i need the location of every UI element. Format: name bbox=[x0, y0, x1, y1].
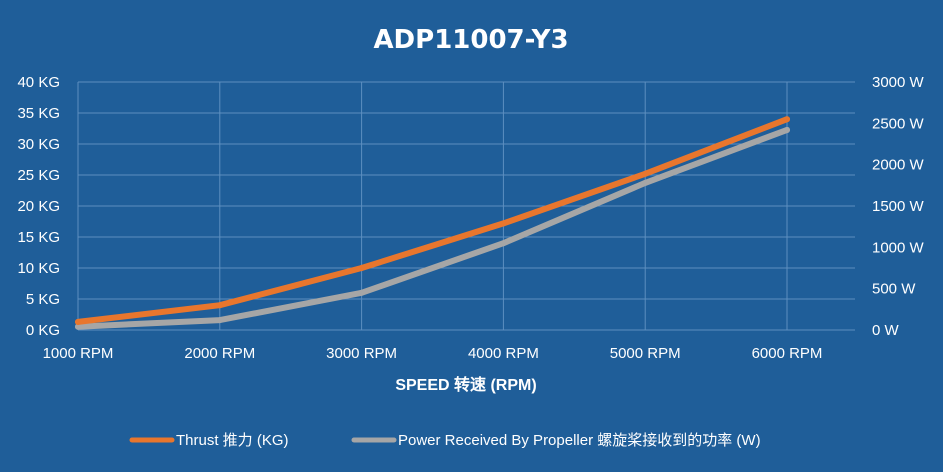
legend-label-power: Power Received By Propeller 螺旋桨接收到的功率 (W… bbox=[398, 432, 761, 449]
data-point-power bbox=[784, 126, 790, 133]
data-point-power bbox=[216, 317, 223, 324]
data-point-thrust bbox=[358, 265, 365, 271]
data-point-power bbox=[500, 240, 507, 247]
data-point-thrust bbox=[75, 318, 81, 325]
legend-label-thrust: Thrust 推力 (KG) bbox=[176, 432, 289, 449]
right-tick-label: 0 W bbox=[872, 322, 900, 339]
x-tick-label: 1000 RPM bbox=[43, 345, 114, 362]
right-tick-label: 2500 W bbox=[872, 115, 925, 132]
right-axis-ticks: 0 W 500 W 1000 W 1500 W 2000 W 2500 W 3000 W bbox=[872, 74, 925, 339]
x-tick-label: 6000 RPM bbox=[752, 345, 823, 362]
legend: Thrust 推力 (KG) Power Received By Propell… bbox=[129, 432, 761, 449]
x-tick-label: 4000 RPM bbox=[468, 345, 539, 362]
x-axis-ticks: 1000 RPM 2000 RPM 3000 RPM 4000 RPM 5000 RPM… bbox=[43, 345, 823, 362]
right-tick-label: 2000 W bbox=[872, 157, 925, 174]
left-tick-label: 20 KG bbox=[17, 198, 60, 215]
left-tick-label: 30 KG bbox=[17, 136, 60, 153]
series-line-thrust bbox=[75, 116, 790, 325]
left-tick-label: 0 KG bbox=[26, 322, 60, 339]
x-tick-label: 3000 RPM bbox=[326, 345, 397, 362]
series-layer bbox=[75, 116, 790, 330]
data-point-thrust bbox=[216, 302, 223, 309]
grid-layer bbox=[77, 81, 855, 331]
x-tick-label: 2000 RPM bbox=[184, 345, 255, 362]
chart-title: ADP11007-Y3 bbox=[373, 25, 568, 55]
x-tick-label: 5000 RPM bbox=[610, 345, 681, 362]
right-tick-label: 500 W bbox=[872, 281, 916, 298]
left-tick-label: 5 KG bbox=[26, 291, 60, 308]
data-point-power bbox=[75, 323, 81, 330]
left-tick-label: 40 KG bbox=[17, 74, 60, 91]
x-axis-label: SPEED 转速 (RPM) bbox=[395, 375, 536, 394]
right-tick-label: 1500 W bbox=[872, 198, 925, 215]
left-tick-label: 15 KG bbox=[17, 229, 60, 246]
data-point-thrust bbox=[784, 116, 790, 123]
left-tick-label: 35 KG bbox=[17, 105, 60, 122]
data-point-power bbox=[358, 289, 365, 296]
data-point-thrust bbox=[500, 220, 507, 227]
left-tick-label: 25 KG bbox=[17, 167, 60, 184]
right-tick-label: 1000 W bbox=[872, 239, 925, 256]
data-point-thrust bbox=[642, 170, 649, 177]
data-point-power bbox=[642, 179, 649, 186]
left-axis-ticks: 0 KG 5 KG 10 KG 15 KG 20 KG 25 KG 30 KG 35 KG 40… bbox=[17, 74, 60, 339]
right-tick-label: 3000 W bbox=[872, 74, 925, 91]
left-tick-label: 10 KG bbox=[17, 260, 60, 277]
series-line-power bbox=[75, 126, 790, 330]
